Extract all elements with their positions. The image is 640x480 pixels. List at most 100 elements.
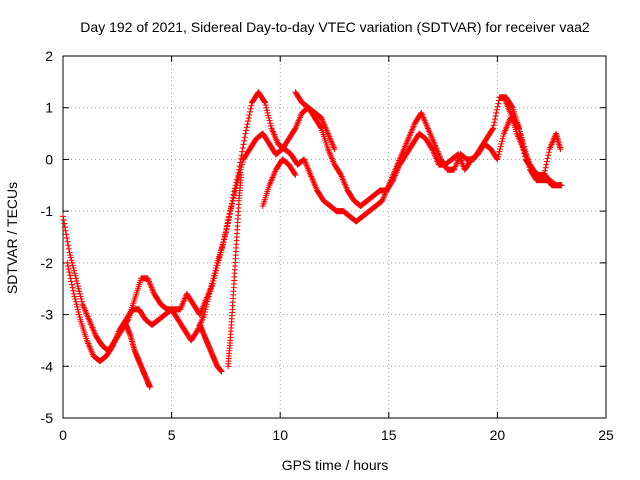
data-point [225,217,232,224]
data-point [67,275,74,282]
data-point [60,213,66,220]
data-point [61,224,68,231]
y-axis-label: SDTVAR / TECUs [4,182,20,294]
data-point [490,122,497,129]
data-point [241,134,248,141]
data-point [544,155,551,162]
y-tick-label: -1 [41,203,54,219]
data-point [498,140,505,147]
series-steep-rise-near-8-h [225,171,245,370]
data-point [228,202,235,209]
data-point [240,141,247,148]
data-point [493,109,500,116]
plot-frame [62,55,607,419]
data-point [492,112,499,119]
data-point [262,102,269,109]
data-point [496,148,503,155]
data-point [66,269,73,276]
data-point [247,105,254,112]
data-point [540,177,547,184]
data-point [552,181,559,188]
data-point [230,195,237,202]
data-point [78,298,85,305]
y-tick-label: -3 [41,307,54,323]
data-point [75,285,82,292]
data-point [222,229,229,236]
data-point [146,383,153,390]
data-point [209,277,216,284]
data-point [238,164,245,171]
data-point [239,148,246,155]
data-point [540,174,547,181]
data-point [494,156,501,163]
data-point [261,99,268,106]
series-parallel-rise-near-10-h [259,156,299,209]
data-point [247,108,254,115]
data-point [65,266,72,273]
data-point [68,278,75,285]
data-point [543,158,550,165]
data-point [241,137,248,144]
data-point [237,169,244,176]
data-point [243,127,250,134]
data-point [76,314,83,321]
data-point [78,296,85,303]
data-point [76,288,83,295]
data-point [267,120,274,127]
data-point [266,117,273,124]
data-point [331,146,338,153]
series-descending-branch-near-7-h [196,321,225,375]
data-point [71,293,78,300]
data-points [60,89,565,390]
data-point [497,143,504,150]
data-point [69,284,76,291]
data-point [291,170,298,177]
data-point [67,254,74,261]
data-point [227,208,234,215]
data-point [73,301,80,308]
data-point [263,107,270,114]
data-point [558,182,565,189]
data-point [67,252,74,259]
series-early-low-branch [122,321,153,390]
y-tick-label: 1 [45,100,53,116]
data-point [539,176,546,183]
data-point [207,288,214,295]
data-point [212,267,219,274]
data-point [66,249,73,256]
data-point [208,280,215,287]
data-point [553,182,560,189]
data-point [493,106,500,113]
data-point [495,153,502,160]
data-point [265,112,272,119]
data-point [242,130,249,137]
data-point [68,281,75,288]
x-tick-label: 20 [490,427,506,443]
data-point [389,178,396,185]
x-axis-label: GPS time / hours [282,457,389,473]
data-point [222,232,229,239]
data-point [239,145,246,152]
data-point [64,259,71,266]
x-tick-label: 15 [381,427,397,443]
data-point [72,272,79,279]
data-point [263,104,270,111]
data-point [264,109,271,116]
data-point [238,161,245,168]
data-point [292,171,299,178]
data-point [495,97,502,104]
data-point [243,124,250,131]
data-point [225,214,232,221]
data-point [74,306,81,313]
data-point [498,138,505,145]
data-point [246,111,253,118]
y-tick-label: -2 [41,255,54,271]
data-point [76,311,83,318]
data-point [74,303,81,310]
data-point [70,290,77,297]
data-point [64,238,71,245]
data-point [205,293,212,300]
y-tick-label: 0 [45,151,53,167]
